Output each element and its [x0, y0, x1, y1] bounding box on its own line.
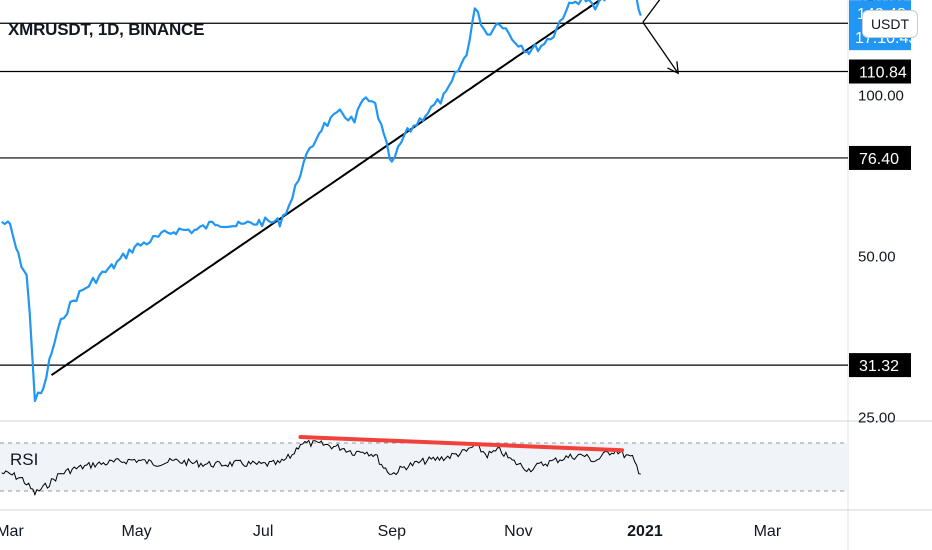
x-tick-label: Mar [0, 523, 24, 540]
level-price-label: 76.40 [859, 151, 899, 168]
y-tick-label: 25.00 [858, 409, 896, 426]
currency-button[interactable]: USDT [862, 10, 918, 38]
up-projection-arrow[interactable] [642, 0, 678, 23]
chart-title: XMRUSDT, 1D, BINANCE [8, 20, 205, 39]
rsi-divergence-line[interactable] [298, 435, 625, 453]
arrow-head [667, 61, 679, 75]
x-tick-label: Jul [253, 523, 273, 540]
level-price-tag [849, 59, 911, 84]
down-projection-arrow[interactable] [642, 21, 679, 74]
level-price-tag [849, 145, 911, 170]
trend-curve[interactable] [50, 0, 612, 376]
rsi-band [0, 443, 848, 491]
y-tick-label: 50.00 [858, 248, 896, 265]
level-price-label: 31.32 [859, 358, 899, 375]
y-tick-label: 100.00 [858, 87, 904, 104]
x-tick-label: Sep [378, 523, 407, 540]
x-tick-label: May [121, 523, 151, 540]
level-price-label: 110.84 [859, 65, 907, 82]
rsi-line[interactable] [1, 439, 641, 496]
x-tick-label: Mar [754, 523, 782, 540]
level-price-tag [849, 353, 911, 378]
price-axis-panel [848, 0, 932, 550]
rsi-label: RSI [10, 450, 38, 469]
x-tick-label: 2021 [627, 523, 663, 540]
x-tick-label: Nov [504, 523, 532, 540]
price-line[interactable] [1, 0, 642, 403]
